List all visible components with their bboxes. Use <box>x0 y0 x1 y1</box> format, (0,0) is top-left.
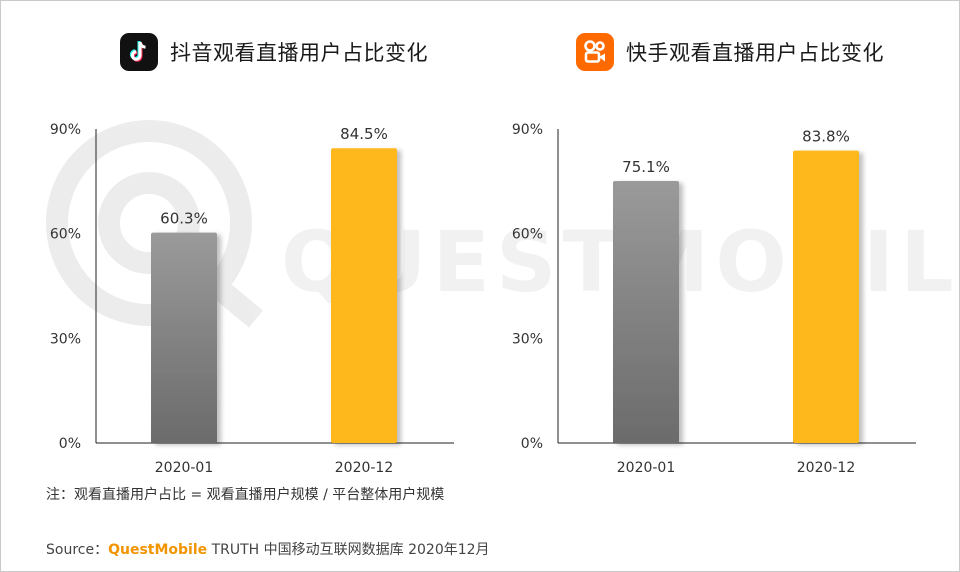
bar-2020-01 <box>151 232 217 443</box>
bar-2020-12 <box>793 150 859 443</box>
x-tick-label: 2020-12 <box>335 460 394 476</box>
x-tick-label: 2020-01 <box>617 460 676 476</box>
bar-2020-01 <box>613 180 679 443</box>
y-tick-label: 60% <box>50 227 81 243</box>
data-label: 75.1% <box>622 158 670 176</box>
footnote: 注：观看直播用户占比 = 观看直播用户规模 / 平台整体用户规模 <box>46 487 445 503</box>
y-tick-label: 60% <box>512 227 543 243</box>
y-tick-label: 90% <box>512 122 543 138</box>
source-text: TRUTH 中国移动互联网数据库 2020年12月 <box>207 542 490 558</box>
chart-title: 快手观看直播用户占比变化 <box>626 41 884 65</box>
y-tick-label: 30% <box>50 331 81 347</box>
x-tick-label: 2020-01 <box>155 460 214 476</box>
y-tick-label: 0% <box>59 436 81 452</box>
y-tick-label: 30% <box>512 331 543 347</box>
x-tick-label: 2020-12 <box>797 460 856 476</box>
kuaishou-bar-chart: 0% 30% 60% 90% 75.1% 2020-01 83.8% 2020-12 <box>512 122 916 476</box>
source-line: Source：QuestMobile TRUTH 中国移动互联网数据库 2020… <box>46 539 490 559</box>
source-brand: QuestMobile <box>108 542 208 558</box>
data-label: 84.5% <box>340 125 388 143</box>
douyin-chart-title: 抖音观看直播用户占比变化 <box>120 31 428 73</box>
kuaishou-icon <box>576 33 614 71</box>
data-label: 60.3% <box>160 210 208 228</box>
data-label: 83.8% <box>802 128 850 146</box>
douyin-bar-chart: 0% 30% 60% 90% 60.3% 2020-01 84.5% 2020-12 <box>50 122 454 476</box>
source-prefix: Source： <box>46 542 109 558</box>
y-tick-label: 0% <box>521 436 543 452</box>
kuaishou-chart-title: 快手观看直播用户占比变化 <box>576 31 884 73</box>
bar-2020-12 <box>331 148 397 443</box>
douyin-icon <box>120 33 158 71</box>
chart-title: 抖音观看直播用户占比变化 <box>170 41 428 65</box>
y-tick-label: 90% <box>50 122 81 138</box>
